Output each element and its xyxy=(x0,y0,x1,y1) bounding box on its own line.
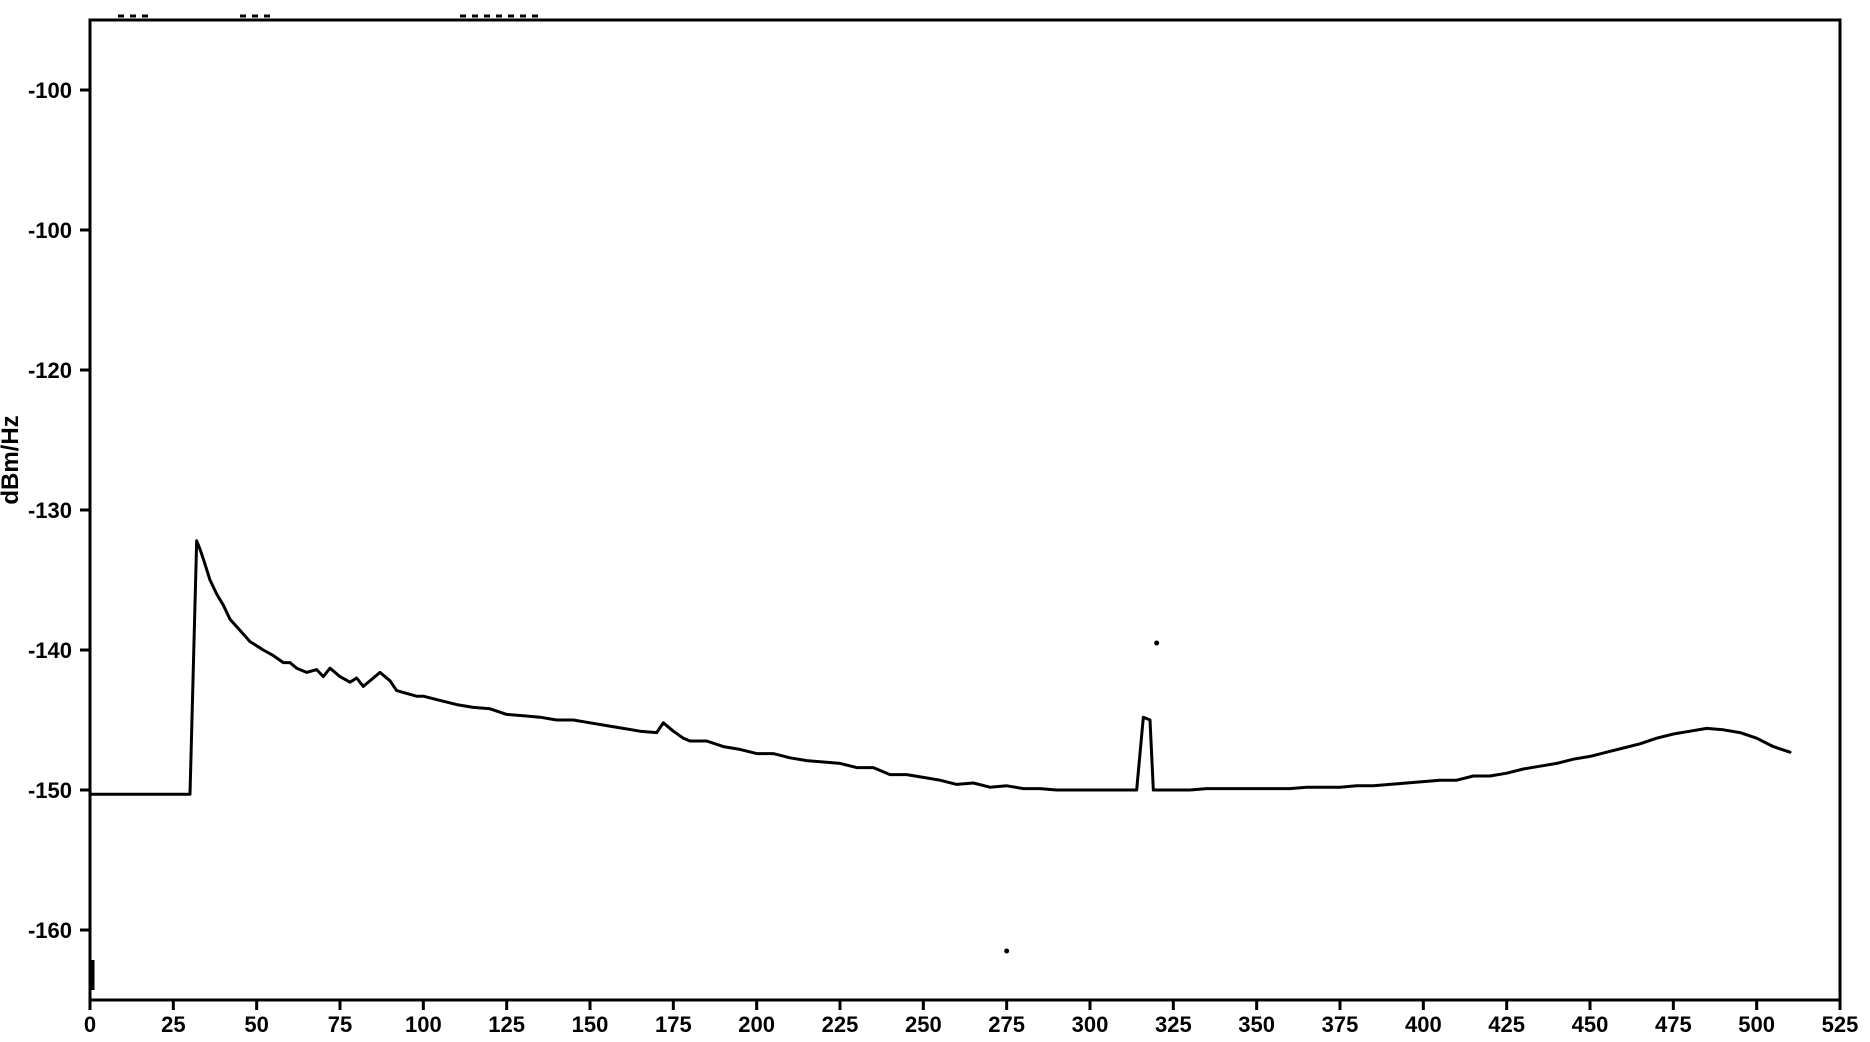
x-tick-label: 350 xyxy=(1238,1012,1275,1037)
x-tick-label: 75 xyxy=(328,1012,352,1037)
x-tick-label: 200 xyxy=(738,1012,775,1037)
x-tick-label: 525 xyxy=(1822,1012,1859,1037)
x-tick-label: 400 xyxy=(1405,1012,1442,1037)
x-tick-label: 375 xyxy=(1322,1012,1359,1037)
x-tick-label: 250 xyxy=(905,1012,942,1037)
spectrum-chart: 0 25 50 75 100 125 150 175 200 225 250 275 300 325 350… xyxy=(0,0,1870,1042)
x-tick-label: 325 xyxy=(1155,1012,1192,1037)
y-tick-label: -150 xyxy=(28,778,72,803)
x-tick-label: 25 xyxy=(161,1012,185,1037)
y-tick-label: -140 xyxy=(28,638,72,663)
y-tick-label: -160 xyxy=(28,918,72,943)
x-tick-label: 500 xyxy=(1738,1012,1775,1037)
x-tick-label: 150 xyxy=(572,1012,609,1037)
y-tick-label: -120 xyxy=(28,358,72,383)
x-tick-label: 225 xyxy=(822,1012,859,1037)
x-tick-label: 125 xyxy=(488,1012,525,1037)
y-tick-label: -100 xyxy=(28,218,72,243)
x-tick-label: 475 xyxy=(1655,1012,1692,1037)
x-tick-label: 300 xyxy=(1072,1012,1109,1037)
chart-container: 0 25 50 75 100 125 150 175 200 225 250 275 300 325 350… xyxy=(0,0,1870,1042)
artifact-dot xyxy=(1154,641,1159,646)
chart-bg xyxy=(0,0,1870,1042)
x-tick-label: 425 xyxy=(1488,1012,1525,1037)
x-tick-label: 0 xyxy=(84,1012,96,1037)
artifact-dot xyxy=(1004,949,1009,954)
x-tick-label: 450 xyxy=(1572,1012,1609,1037)
y-tick-label: -100 xyxy=(28,78,72,103)
x-tick-label: 175 xyxy=(655,1012,692,1037)
x-tick-label: 100 xyxy=(405,1012,442,1037)
x-tick-label: 275 xyxy=(988,1012,1025,1037)
y-axis-label: dBm/Hz xyxy=(0,415,24,504)
x-tick-label: 50 xyxy=(244,1012,268,1037)
y-tick-label: -130 xyxy=(28,498,72,523)
